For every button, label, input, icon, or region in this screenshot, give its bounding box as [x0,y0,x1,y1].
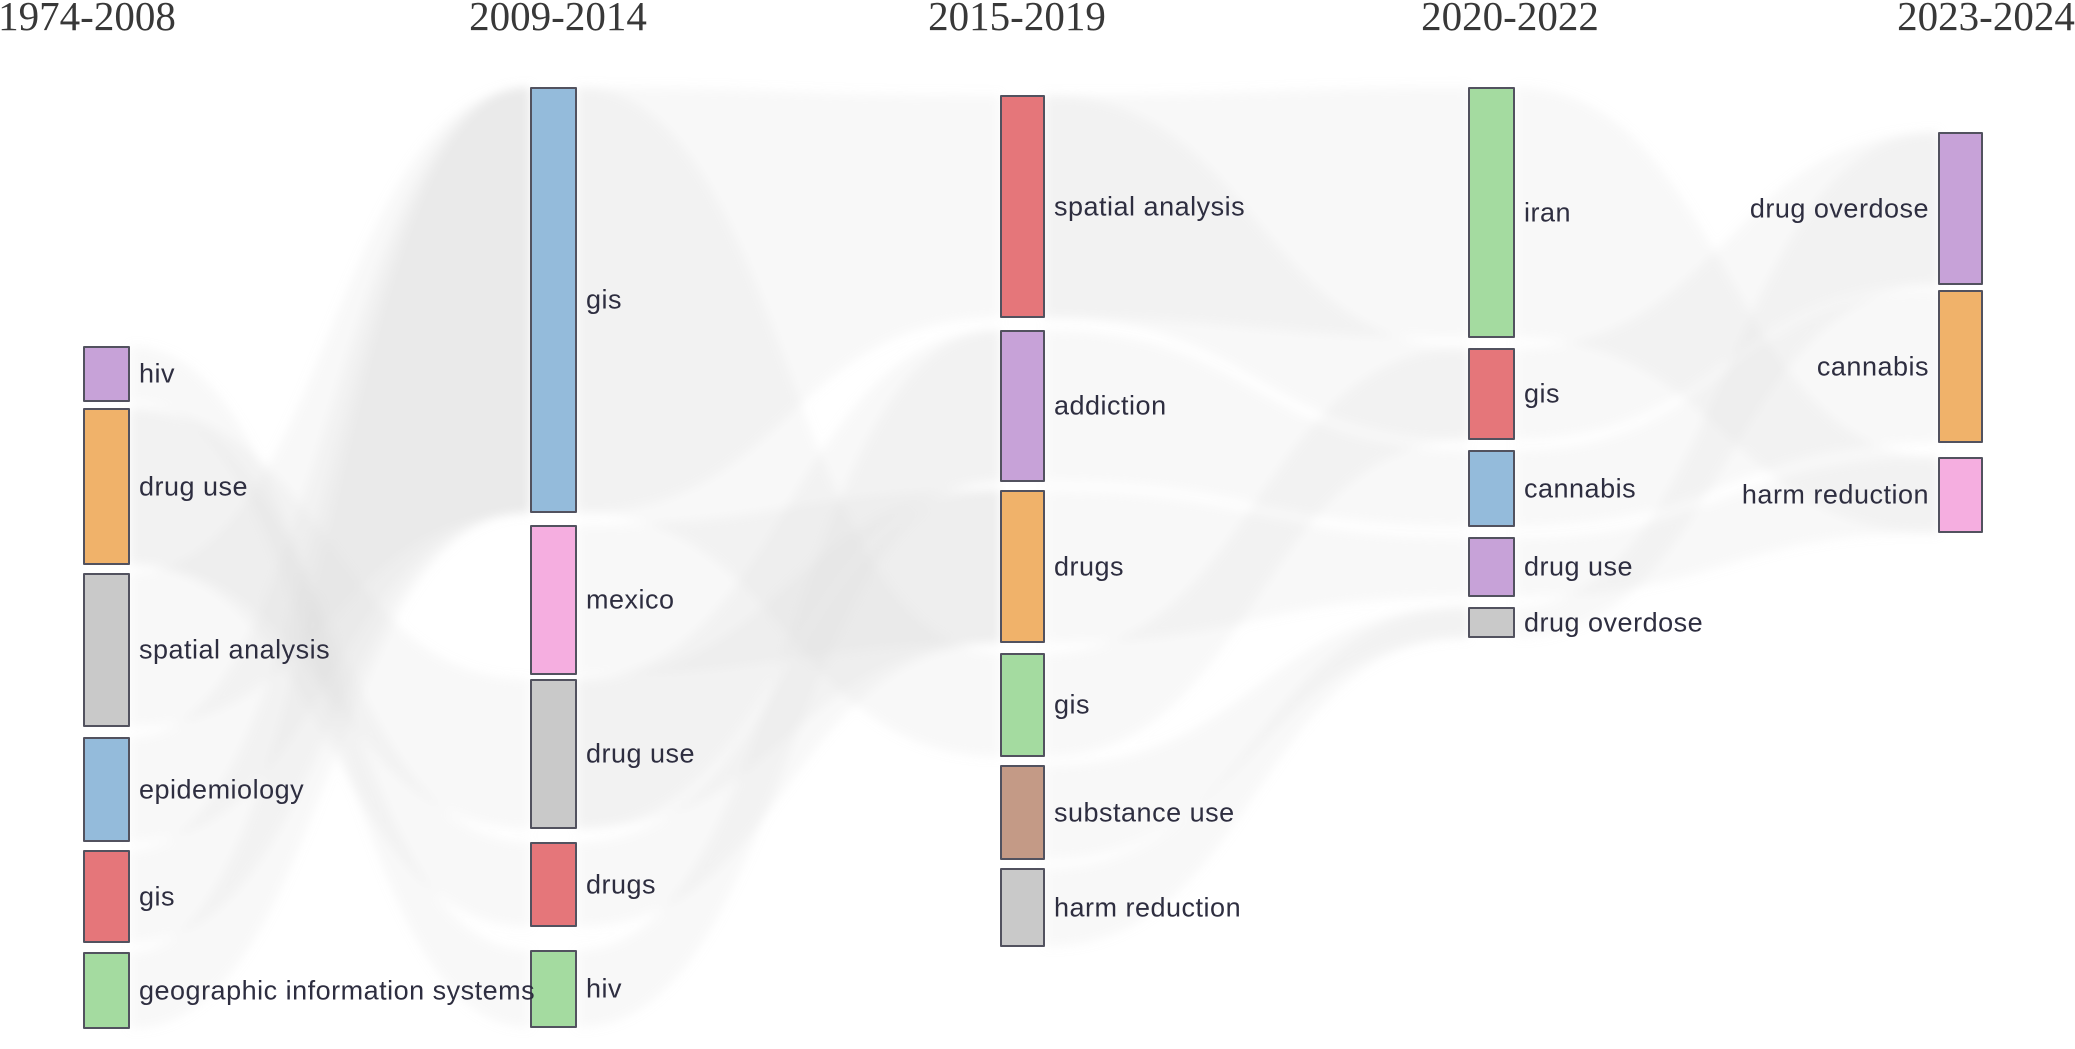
theme-bar [83,408,130,565]
theme-label: drugs [1054,551,1125,581]
period-header: 2020-2022 [1421,0,1599,39]
flow-ribbon [577,87,1000,757]
theme-bar [83,346,130,402]
theme-bar [1000,653,1045,757]
theme-label: cannabis [1816,351,1929,381]
theme-bar [83,737,130,842]
theme-label: gis [1054,689,1091,720]
theme-label: drug use [586,738,696,769]
flow-ribbon [1045,607,1468,860]
theme-bar [530,842,577,927]
theme-bar [1468,348,1515,440]
theme-label: addiction [1054,390,1167,421]
theme-bar [1000,95,1045,318]
flow-ribbon [1045,330,1468,527]
theme-label: cannabis [1524,473,1637,503]
theme-label: substance use [1054,797,1235,827]
theme-label: iran [1524,197,1572,227]
period-header: 1974-2008 [0,0,176,39]
theme-bar [1468,87,1515,338]
period-header: 2023-2024 [1897,0,2075,39]
theme-bar [1468,537,1515,597]
theme-bar [530,525,577,675]
theme-bar [83,952,130,1029]
theme-label: harm reduction [1741,479,1929,510]
flow-ribbon [1045,607,1468,947]
theme-label: spatial analysis [139,634,331,665]
theme-label: drug use [139,471,249,501]
flow-ribbon [1045,95,1468,440]
flow-ribbon [1515,132,1938,638]
theme-bar [1938,132,1983,285]
theme-label: drug overdose [1749,193,1929,223]
theme-bar [1000,765,1045,860]
theme-label: epidemiology [139,774,305,804]
theme-label: hiv [586,973,623,1004]
theme-label: mexico [586,584,675,615]
theme-label: geographic information systems [139,975,536,1005]
period-header: 2009-2014 [469,0,647,39]
theme-label: gis [1524,378,1561,409]
flow-ribbon [130,87,530,1029]
theme-bar [530,950,577,1028]
theme-bar [1000,490,1045,643]
theme-bar [1000,330,1045,482]
period-header: 2015-2019 [928,0,1106,39]
flow-ribbon [1045,348,1468,757]
flow-ribbon [577,330,1000,1028]
theme-bar [83,850,130,943]
theme-bar [83,573,130,727]
theme-bar [530,679,577,829]
theme-bar [1938,457,1983,533]
theme-label: gis [139,881,176,911]
theme-bar [1468,450,1515,527]
theme-label: spatial analysis [1054,191,1246,221]
theme-label: harm reduction [1054,892,1242,922]
theme-label: drugs [586,869,657,899]
theme-bar [1000,868,1045,947]
theme-label: hiv [139,358,176,389]
theme-bar [1468,607,1515,638]
theme-label: gis [586,284,623,315]
theme-bar [1938,290,1983,443]
theme-label: drug overdose [1524,607,1704,637]
theme-label: drug use [1524,551,1634,582]
theme-bar [530,87,577,513]
